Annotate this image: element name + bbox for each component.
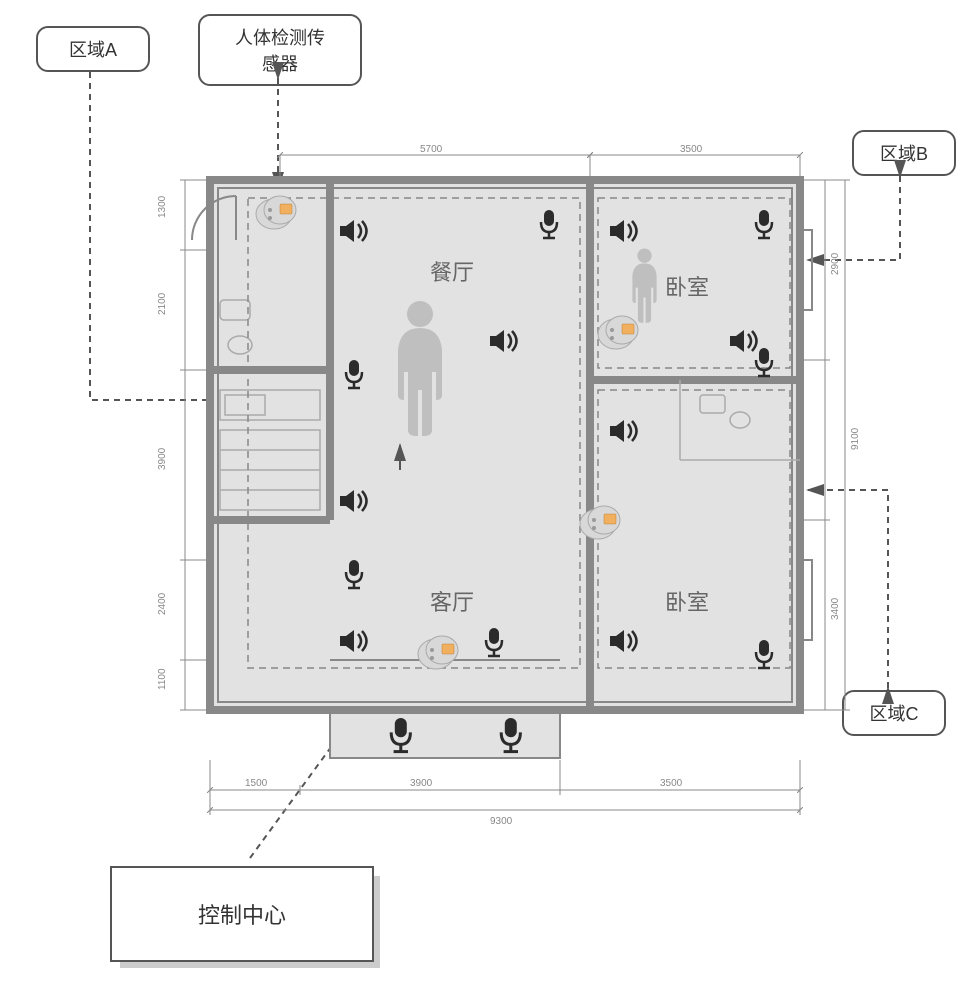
control-center-label: 控制中心 (110, 866, 374, 962)
living-label: 客厅 (430, 590, 474, 615)
dim-b-3: 3500 (660, 778, 683, 789)
dim-r-1: 2900 (830, 252, 841, 275)
diagram-svg: 餐厅 客厅 卧室 卧室 5700 3500 1300 2100 3900 240… (0, 0, 968, 860)
dining-label: 餐厅 (430, 260, 474, 285)
dim-l-2: 2100 (157, 292, 168, 315)
dim-top-1: 5700 (420, 144, 443, 155)
conn-zone-b (808, 176, 900, 260)
dim-l-1: 1300 (157, 195, 168, 218)
dim-l-3: 3900 (157, 447, 168, 470)
dim-b-2: 3900 (410, 778, 433, 789)
dim-l-4: 2400 (157, 592, 168, 615)
control-center-text: 控制中心 (198, 903, 286, 928)
dim-l-5: 1100 (157, 668, 168, 690)
dim-b-1: 1500 (245, 778, 268, 789)
bed1-label: 卧室 (665, 275, 709, 300)
floor-fill (210, 180, 800, 710)
dim-r-2: 9100 (850, 427, 861, 450)
floorplan: 餐厅 客厅 卧室 卧室 (192, 180, 812, 758)
dim-b-outer: 9300 (490, 816, 513, 827)
bed2-label: 卧室 (665, 590, 709, 615)
dim-top-2: 3500 (680, 144, 703, 155)
balcony-fill (330, 710, 560, 758)
dim-r-3: 3400 (830, 597, 841, 620)
